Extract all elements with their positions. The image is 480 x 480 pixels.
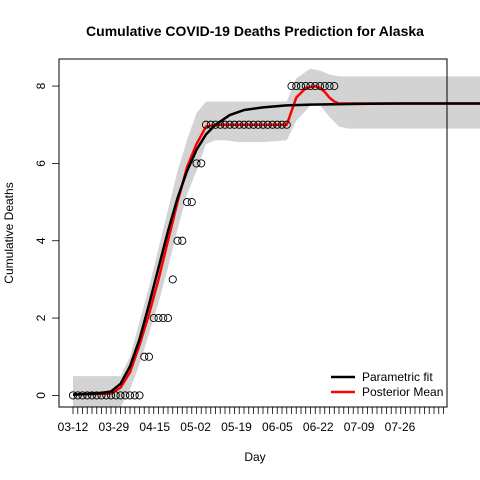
x-axis: 03-12 03-29 04-15 05-02 05-19 06-05 06-22 07-09…: [58, 407, 444, 434]
observed-point: [292, 82, 301, 91]
observed-point: [106, 391, 116, 400]
x-tick-label: 05-19: [221, 420, 252, 434]
observed-point: [149, 314, 158, 323]
observed-point: [268, 120, 277, 129]
observed-point: [197, 159, 206, 168]
observed-point: [201, 120, 211, 129]
observed-point: [187, 198, 196, 207]
x-tick-label: 03-29: [99, 420, 130, 434]
observed-point: [168, 275, 177, 284]
x-tick-label: 06-22: [303, 420, 334, 434]
observed-point: [306, 82, 315, 91]
plot-frame: [58, 58, 448, 408]
observed-point: [235, 120, 244, 129]
x-tick-label: 06-05: [262, 420, 293, 434]
observed-point: [154, 314, 163, 323]
observed-point: [163, 314, 173, 323]
observed-point: [211, 120, 220, 129]
observed-point: [87, 391, 97, 400]
x-tick-label: 05-02: [180, 420, 211, 434]
observed-point: [263, 120, 272, 129]
observed-point: [287, 82, 296, 91]
observed-points-layer: [68, 82, 339, 400]
observed-point: [135, 391, 144, 400]
observed-point: [296, 82, 306, 91]
y-tick-label: 2: [34, 314, 48, 321]
observed-point: [125, 391, 135, 400]
observed-point: [230, 120, 239, 129]
observed-point: [277, 120, 287, 129]
x-tick-label: 03-12: [58, 420, 89, 434]
observed-point: [130, 391, 139, 400]
observed-point: [111, 391, 120, 400]
x-tick-label: 07-09: [344, 420, 375, 434]
observed-point: [254, 120, 263, 129]
observed-point: [330, 82, 339, 91]
observed-point: [92, 391, 101, 400]
observed-point: [173, 236, 182, 245]
observed-point: [121, 391, 130, 400]
observed-point: [311, 82, 320, 91]
legend-label: Posterior Mean: [362, 385, 443, 399]
y-tick-label: 8: [34, 82, 48, 89]
observed-point: [325, 82, 334, 91]
observed-point: [97, 391, 106, 400]
observed-point: [116, 391, 125, 400]
y-tick-label: 4: [34, 237, 48, 244]
observed-point: [249, 120, 258, 129]
observed-point: [144, 352, 154, 361]
y-tick-label: 0: [34, 392, 48, 399]
observed-point: [78, 391, 87, 400]
observed-point: [258, 120, 268, 129]
y-axis: 0 2 4 6 8: [34, 82, 59, 399]
y-tick-label: 6: [34, 160, 48, 167]
observed-point: [102, 391, 111, 400]
observed-point: [178, 236, 187, 245]
observed-point: [140, 352, 149, 361]
observed-point: [320, 82, 329, 91]
observed-point: [301, 82, 310, 91]
observed-point: [83, 391, 92, 400]
posterior-mean-line: [72, 84, 480, 396]
observed-point: [159, 314, 168, 323]
observed-point: [225, 120, 234, 129]
observed-point: [216, 120, 225, 129]
observed-point: [182, 198, 192, 207]
observed-point: [206, 120, 215, 129]
x-axis-label: Day: [244, 450, 265, 464]
observed-point: [315, 82, 325, 91]
observed-point: [73, 391, 82, 400]
observed-point: [244, 120, 253, 129]
observed-point: [68, 391, 78, 400]
observed-point: [282, 120, 291, 129]
observed-point: [220, 120, 230, 129]
observed-point: [239, 120, 249, 129]
parametric-fit-line: [72, 102, 480, 396]
x-tick-label: 04-15: [139, 420, 170, 434]
observed-point: [273, 120, 282, 129]
chart-title: Cumulative COVID-19 Deaths Prediction fo…: [86, 23, 424, 39]
observed-point: [192, 159, 201, 168]
fit-lines-layer: [72, 84, 480, 396]
y-axis-label: Cumulative Deaths: [2, 182, 16, 283]
legend-label: Parametric fit: [362, 370, 433, 384]
x-tick-label: 07-26: [385, 420, 416, 434]
